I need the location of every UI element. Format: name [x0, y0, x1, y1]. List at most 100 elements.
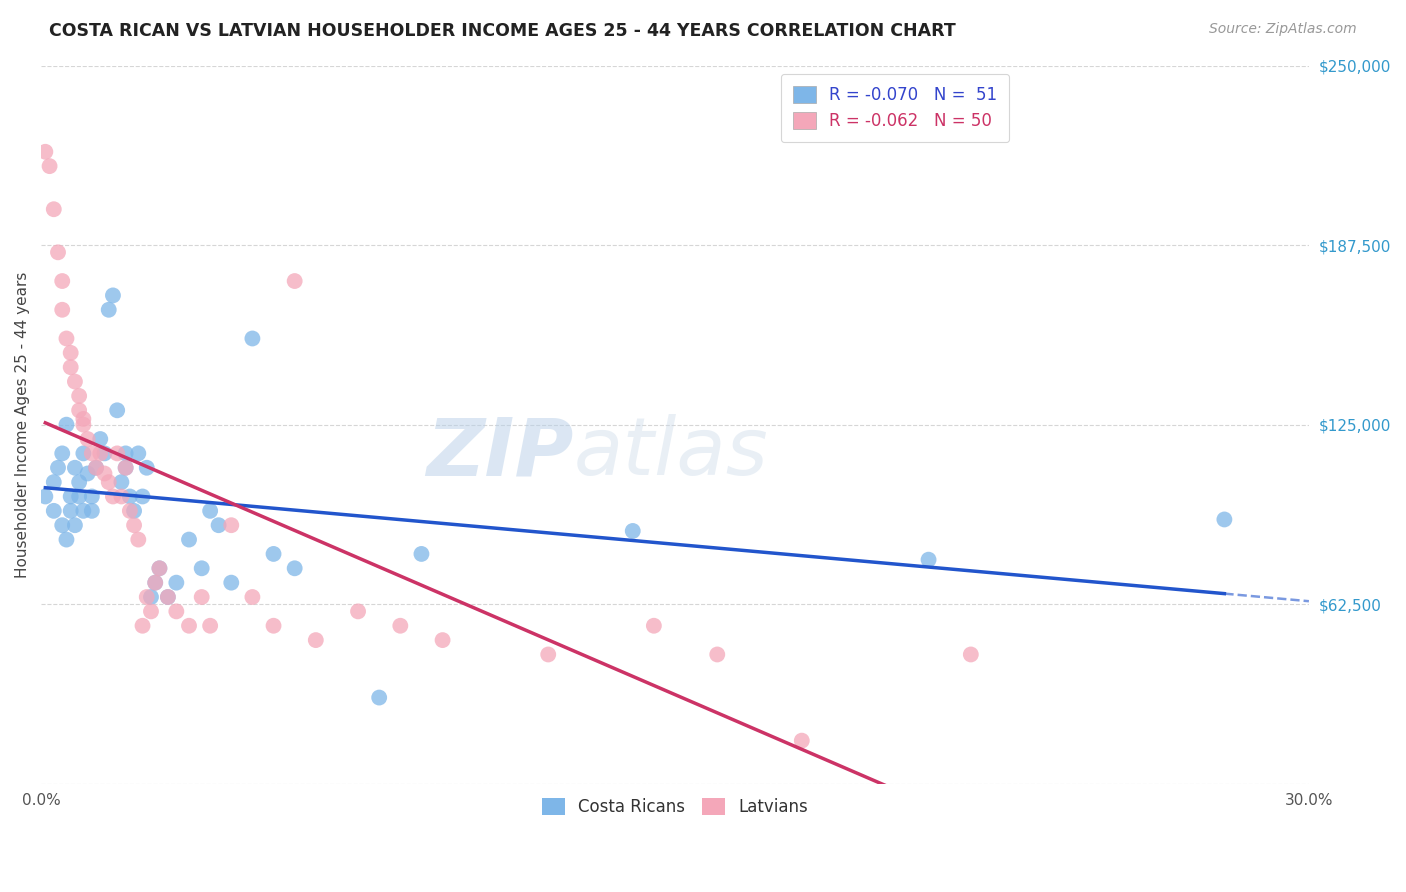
Point [42, 504, 65, 518]
Point [67, 403, 90, 417]
Point [198, 504, 221, 518]
Point [46, 245, 69, 260]
Point [59, 360, 82, 375]
Point [101, 490, 124, 504]
Point [368, 690, 391, 705]
Point [242, 331, 264, 345]
Point [305, 633, 328, 648]
Point [190, 590, 212, 604]
Text: ZIP: ZIP [426, 415, 574, 492]
Point [114, 446, 136, 460]
Point [67, 475, 90, 489]
Point [114, 460, 136, 475]
Point [177, 533, 200, 547]
Point [135, 590, 157, 604]
Point [76, 467, 98, 481]
Point [93, 446, 115, 460]
Point [959, 648, 981, 662]
Point [55, 417, 77, 432]
Point [389, 619, 412, 633]
Point [263, 619, 285, 633]
Point [84, 460, 107, 475]
Point [156, 590, 179, 604]
Point [101, 288, 124, 302]
Point [165, 575, 187, 590]
Point [242, 590, 264, 604]
Point [72, 412, 94, 426]
Point [51, 302, 73, 317]
Point [131, 619, 153, 633]
Point [118, 504, 141, 518]
Point [72, 417, 94, 432]
Point [89, 432, 111, 446]
Point [42, 202, 65, 217]
Point [537, 648, 560, 662]
Point [131, 490, 153, 504]
Point [122, 504, 145, 518]
Point [148, 561, 170, 575]
Point [143, 575, 166, 590]
Point [118, 490, 141, 504]
Point [1213, 512, 1236, 526]
Point [284, 561, 307, 575]
Text: COSTA RICAN VS LATVIAN HOUSEHOLDER INCOME AGES 25 - 44 YEARS CORRELATION CHART: COSTA RICAN VS LATVIAN HOUSEHOLDER INCOM… [49, 22, 956, 40]
Point [284, 274, 307, 288]
Point [135, 460, 157, 475]
Point [263, 547, 285, 561]
Point [706, 648, 728, 662]
Point [127, 446, 149, 460]
Point [51, 446, 73, 460]
Point [917, 552, 939, 566]
Point [76, 432, 98, 446]
Point [89, 446, 111, 460]
Point [122, 518, 145, 533]
Point [190, 561, 212, 575]
Point [156, 590, 179, 604]
Point [219, 575, 242, 590]
Point [110, 475, 132, 489]
Point [105, 446, 128, 460]
Point [80, 504, 103, 518]
Point [55, 533, 77, 547]
Point [790, 733, 813, 747]
Point [127, 533, 149, 547]
Point [114, 460, 136, 475]
Point [621, 524, 644, 538]
Point [411, 547, 433, 561]
Text: Source: ZipAtlas.com: Source: ZipAtlas.com [1209, 22, 1357, 37]
Point [46, 460, 69, 475]
Point [219, 518, 242, 533]
Point [97, 475, 120, 489]
Point [42, 475, 65, 489]
Point [34, 490, 56, 504]
Point [80, 490, 103, 504]
Point [105, 403, 128, 417]
Point [139, 590, 162, 604]
Point [148, 561, 170, 575]
Point [80, 446, 103, 460]
Point [38, 159, 60, 173]
Point [110, 490, 132, 504]
Point [63, 518, 86, 533]
Point [143, 575, 166, 590]
Point [432, 633, 454, 648]
Point [67, 389, 90, 403]
Point [63, 375, 86, 389]
Point [72, 504, 94, 518]
Point [67, 490, 90, 504]
Point [51, 274, 73, 288]
Point [347, 604, 370, 618]
Point [59, 504, 82, 518]
Point [198, 619, 221, 633]
Point [51, 518, 73, 533]
Point [97, 302, 120, 317]
Point [165, 604, 187, 618]
Point [177, 619, 200, 633]
Point [84, 460, 107, 475]
Point [59, 346, 82, 360]
Point [72, 446, 94, 460]
Point [139, 604, 162, 618]
Point [207, 518, 229, 533]
Point [63, 460, 86, 475]
Text: atlas: atlas [574, 415, 768, 492]
